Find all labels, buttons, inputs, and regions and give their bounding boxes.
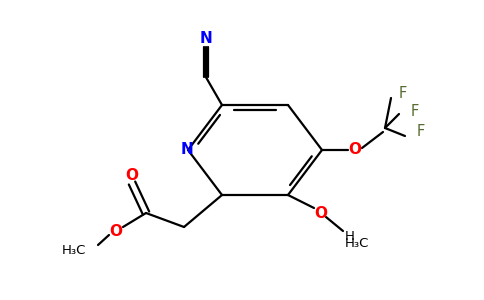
Text: O: O	[125, 167, 138, 182]
Text: F: F	[399, 86, 407, 101]
Text: H: H	[345, 230, 355, 244]
Text: N: N	[181, 142, 194, 158]
Text: N: N	[199, 31, 212, 46]
Text: H₃C: H₃C	[61, 244, 86, 257]
Text: H₃C: H₃C	[345, 237, 369, 250]
Text: F: F	[411, 104, 419, 119]
Text: F: F	[417, 124, 425, 140]
Text: O: O	[315, 206, 328, 220]
Text: O: O	[109, 224, 122, 238]
Text: O: O	[348, 142, 362, 158]
